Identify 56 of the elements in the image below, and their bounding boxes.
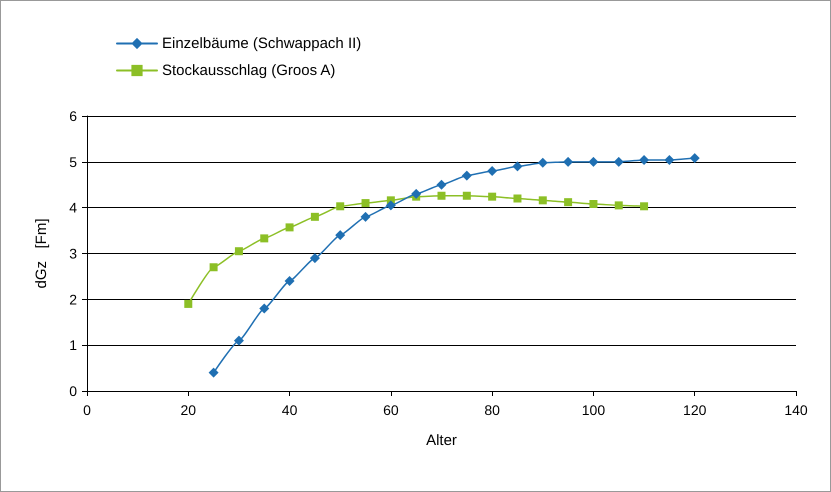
y-tick-label: 5 <box>69 154 78 170</box>
point <box>234 336 244 346</box>
point <box>286 223 294 232</box>
point <box>208 368 219 378</box>
point <box>690 153 700 164</box>
point <box>210 263 218 272</box>
point <box>614 156 624 167</box>
point <box>589 200 598 208</box>
y-tick-label: 0 <box>69 383 78 399</box>
point <box>664 155 674 165</box>
point <box>513 194 522 202</box>
legend-label: Stockausschlag (Groos A) <box>162 62 336 79</box>
point <box>362 199 370 208</box>
point <box>462 170 472 181</box>
y-axis-title: dGz [Fm] <box>33 218 50 289</box>
point <box>438 192 446 200</box>
point <box>310 212 319 221</box>
point <box>538 158 548 168</box>
x-tick-label: 80 <box>484 402 500 418</box>
point <box>260 234 268 242</box>
x-tick-label: 100 <box>582 402 606 418</box>
point <box>538 196 547 204</box>
y-tick-label: 1 <box>69 337 78 354</box>
x-tick-label: 140 <box>784 402 808 418</box>
x-tick-label: 120 <box>683 402 707 418</box>
point <box>640 202 648 210</box>
point <box>360 212 371 222</box>
y-tick-label: 3 <box>69 246 78 262</box>
point <box>436 180 446 190</box>
point <box>588 156 598 167</box>
y-tick-label: 2 <box>69 291 78 308</box>
x-tick-label: 20 <box>180 402 196 418</box>
legend-label: Einzelbäume (Schwappach II) <box>162 35 362 52</box>
point <box>336 202 344 210</box>
x-tick-label: 0 <box>83 402 92 418</box>
point <box>563 156 574 167</box>
point <box>512 161 522 172</box>
x-axis-title: Alter <box>426 432 457 449</box>
point <box>462 192 471 200</box>
x-tick-label: 60 <box>383 402 399 418</box>
y-tick-label: 4 <box>69 200 78 216</box>
point <box>614 201 623 210</box>
point <box>386 200 396 210</box>
y-tick-label: 6 <box>69 108 78 124</box>
point <box>284 276 295 286</box>
point <box>487 166 498 176</box>
point <box>488 192 496 201</box>
x-tick-label: 40 <box>282 402 298 418</box>
point <box>310 253 320 264</box>
point <box>411 188 422 199</box>
point <box>639 155 650 165</box>
point <box>184 300 192 308</box>
point <box>335 230 346 240</box>
point <box>234 247 243 256</box>
point <box>564 198 572 206</box>
point <box>259 304 270 314</box>
